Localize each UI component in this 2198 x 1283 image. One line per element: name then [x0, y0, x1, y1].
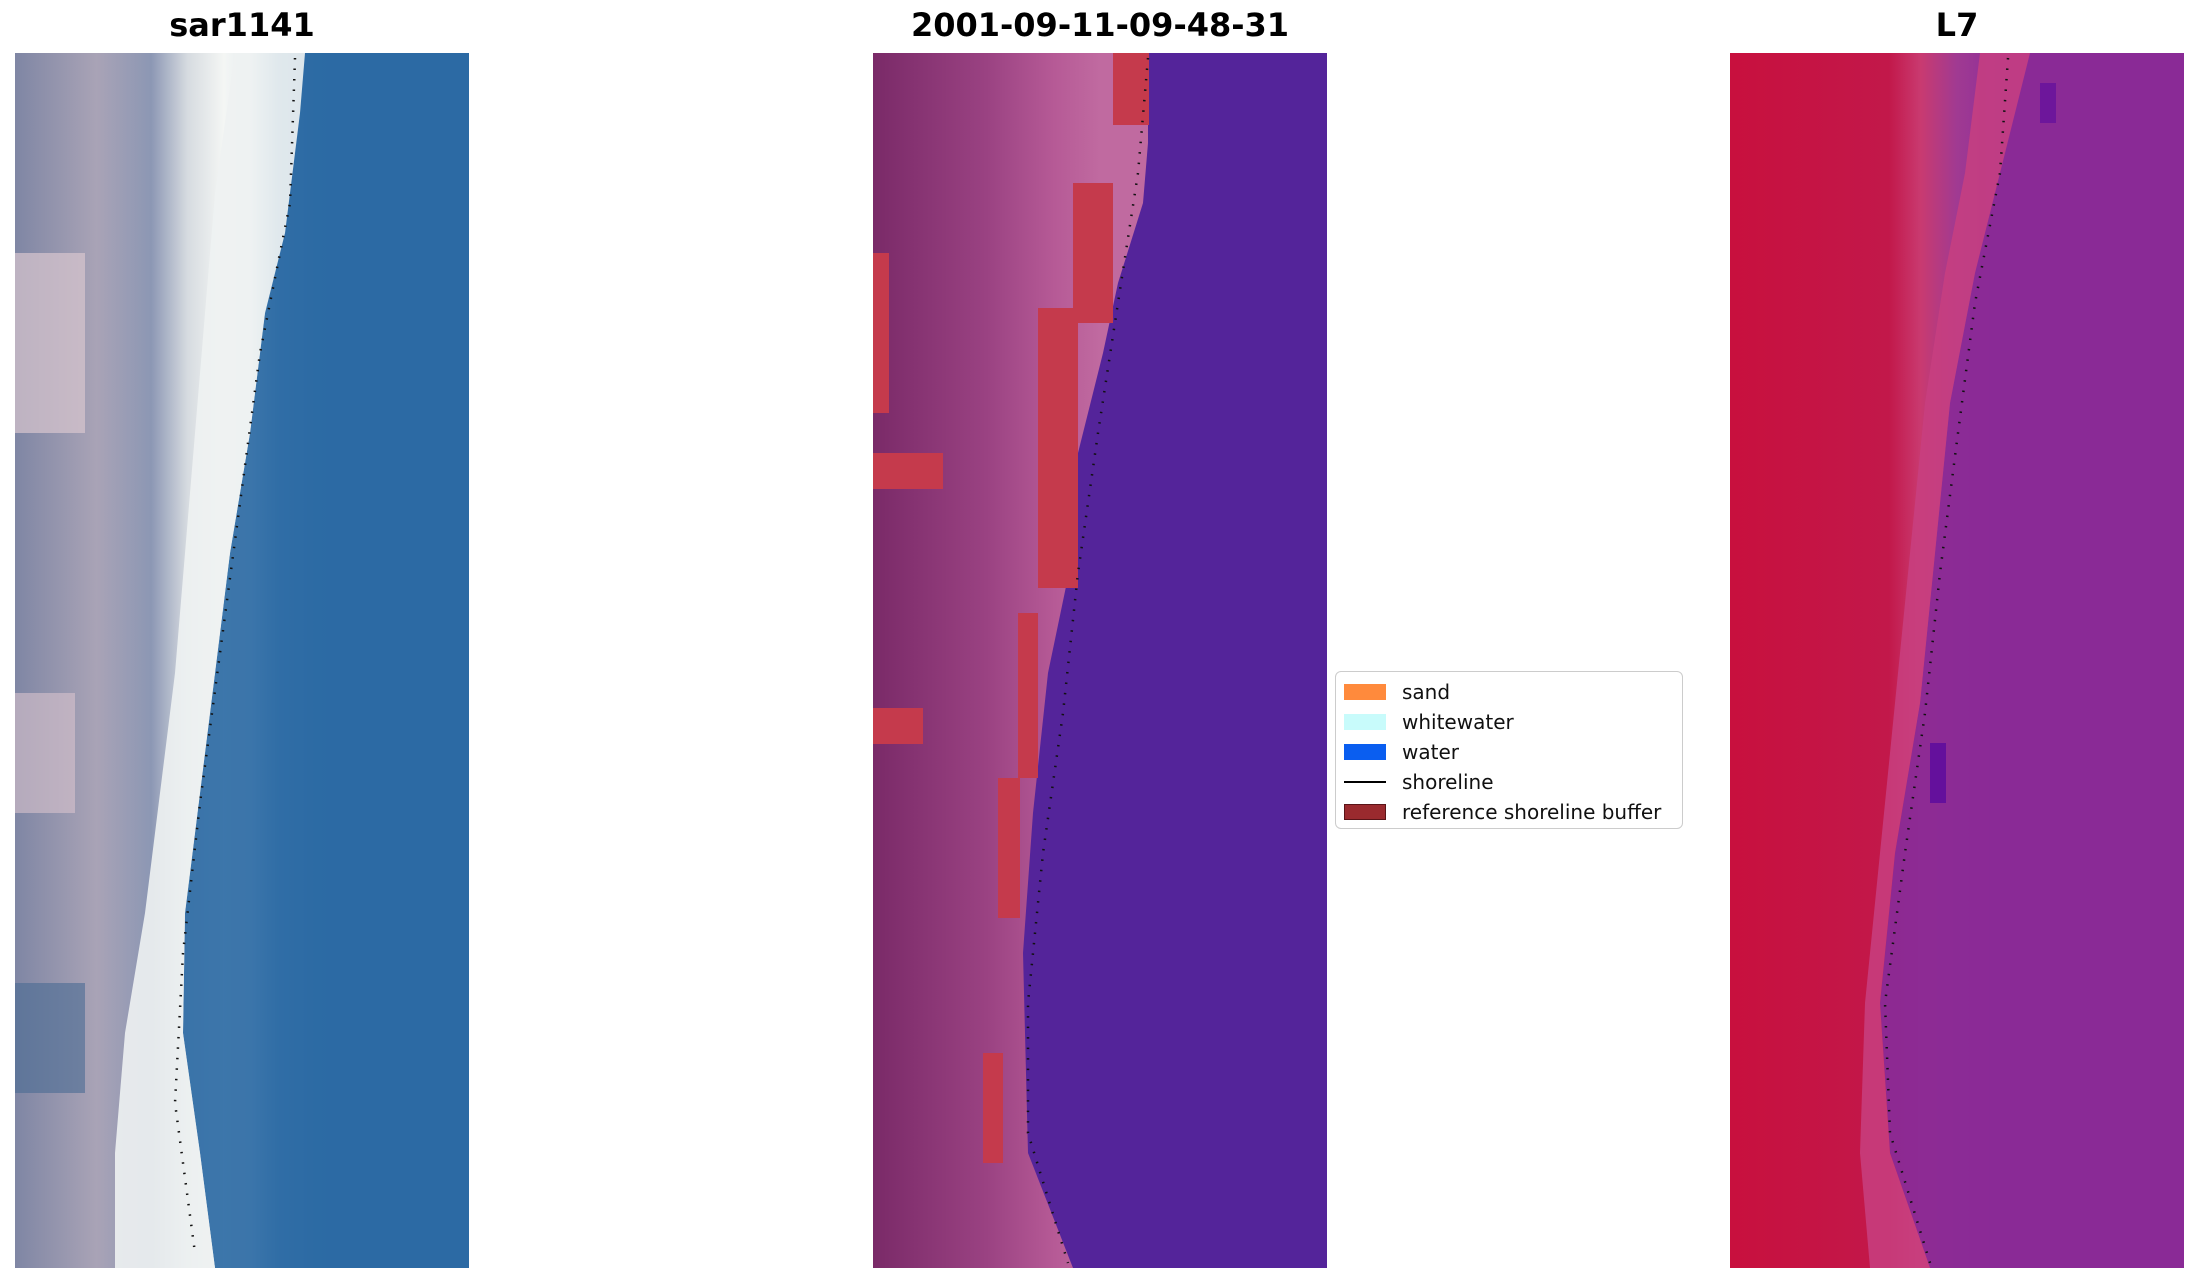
legend-label-water: water	[1402, 740, 1459, 764]
legend-label-buffer: reference shoreline buffer	[1402, 800, 1662, 824]
legend-item-whitewater: whitewater	[1344, 710, 1514, 734]
buffer-patch	[998, 778, 1020, 918]
legend-line-shoreline	[1344, 781, 1386, 783]
land-patch	[15, 253, 85, 433]
water-region	[1880, 53, 2184, 1268]
buffer-patch	[873, 708, 923, 744]
legend-item-buffer: reference shoreline buffer	[1344, 800, 1661, 824]
legend-label-shoreline: shoreline	[1402, 770, 1494, 794]
water-region	[1023, 53, 1327, 1268]
buffer-patch	[873, 253, 889, 413]
buffer-patch	[983, 1053, 1003, 1163]
legend-label-sand: sand	[1402, 680, 1451, 704]
shoreline-dotted-line	[1883, 57, 2010, 1264]
legend-swatch-buffer	[1344, 804, 1386, 820]
index-image-canvas	[1730, 53, 2184, 1268]
water-region	[183, 53, 469, 1268]
legend-label-whitewater: whitewater	[1402, 710, 1514, 734]
rgb-image-canvas	[15, 53, 469, 1268]
panel-title-rgb: sar1141	[169, 6, 315, 44]
buffer-patch	[1073, 183, 1113, 323]
panel-title-date: 2001-09-11-09-48-31	[910, 6, 1290, 44]
dark-patch	[2040, 83, 2056, 123]
beach-region	[115, 53, 305, 1268]
land-patch	[15, 693, 75, 813]
legend-swatch-sand	[1344, 684, 1386, 700]
dark-patch	[1930, 743, 1946, 803]
legend-item-shoreline: shoreline	[1344, 770, 1494, 794]
buffer-patch	[1038, 308, 1078, 588]
land-patch	[15, 983, 85, 1093]
buffer-patch	[873, 453, 943, 489]
legend-item-water: water	[1344, 740, 1459, 764]
legend-box: sand whitewater water shoreline referenc…	[1335, 671, 1683, 829]
legend-item-sand: sand	[1344, 680, 1450, 704]
buffer-patch	[1113, 53, 1149, 125]
panel-title-satellite: L7	[1935, 6, 1979, 44]
classified-image-canvas	[873, 53, 1327, 1268]
legend-swatch-water	[1344, 744, 1386, 760]
rgb-satellite-image	[15, 53, 469, 1268]
legend-swatch-whitewater	[1344, 714, 1386, 730]
buffer-patch	[1018, 613, 1038, 778]
classified-image	[873, 53, 1327, 1268]
index-image	[1730, 53, 2184, 1268]
beach-region	[1860, 53, 2030, 1268]
